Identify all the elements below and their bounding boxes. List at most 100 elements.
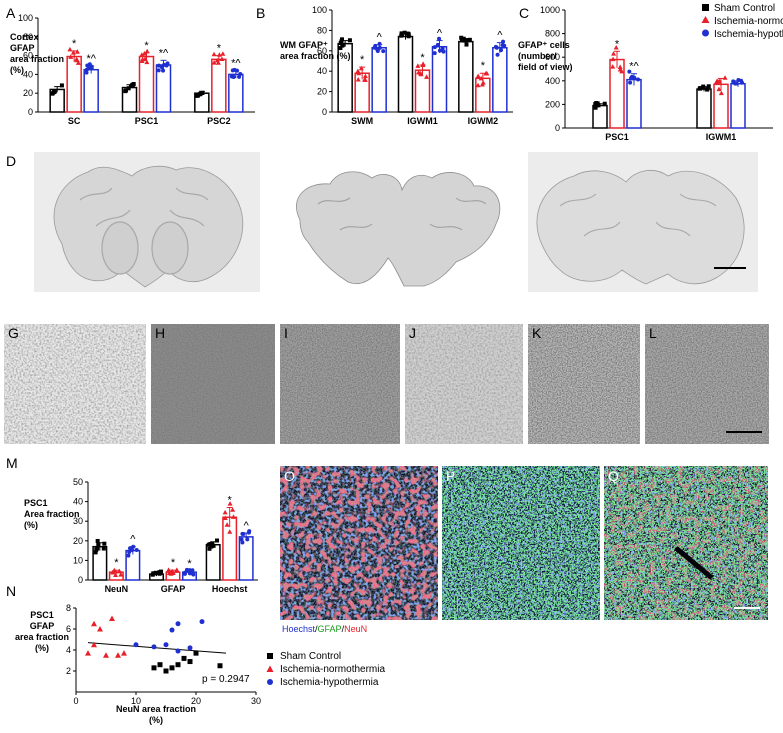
data-point [126,86,131,91]
scatter-point [217,663,223,669]
data-point [432,51,437,56]
data-point [459,38,464,43]
y-axis-label-line: (%) [35,643,49,653]
significance-mark: * [228,494,233,506]
data-point [215,60,221,65]
data-point [169,568,175,574]
scatter-legend-marker [267,653,273,659]
x-tick-label: PSC1 [135,116,159,126]
data-point [130,82,135,87]
y-axis-label-line: area fraction [15,632,69,642]
data-point [478,75,484,81]
data-point [627,69,632,74]
data-point [210,542,215,547]
data-point [182,571,187,576]
data-point [716,86,722,92]
micrograph-h: H [151,324,275,444]
data-point [207,546,212,551]
scatter-point [121,650,127,656]
scatter-point [175,662,181,668]
scatter-point [151,665,157,671]
data-point [89,64,94,69]
data-point [500,43,505,48]
micrograph-j: J [405,324,523,444]
legend-label-sham: Sham Control [714,3,775,14]
data-point [475,82,481,88]
scatter-point [199,619,205,625]
data-point [617,64,623,70]
legend-marker-sham [702,4,709,11]
data-point [437,36,442,41]
data-point [499,48,504,53]
stain-neun: NeuN [344,624,367,634]
scatter-legend-label: Ischemia-hypothermia [280,677,379,688]
legend-marker-hypo [702,29,709,37]
data-point [200,90,205,95]
data-point [230,68,235,73]
y-axis-label-line: GFAP [30,621,55,631]
data-point [94,547,99,552]
data-point [124,88,129,93]
scatter-point [169,665,175,671]
micrograph-row: G H I J K L [4,324,769,444]
significance-mark: *^ [231,58,241,70]
y-tick-label: 20 [73,536,83,546]
y-tick-label: 4 [66,645,71,655]
chart-b: WM GFAP⁺area fraction (%) 0 20 40 60 80 100 SWM… [280,5,513,126]
data-point [166,567,172,572]
y-tick-label: 200 [545,99,560,109]
data-point [594,100,599,105]
y-axis-label-line: PSC1 [24,498,48,508]
scatter-point [163,668,169,674]
scatter-point [187,659,193,665]
data-point [435,42,440,47]
data-point [174,567,180,572]
y-tick-label: 600 [545,52,560,62]
x-tick-label: GFAP [161,584,186,594]
data-point [480,80,486,85]
panel-label-g: G [8,325,19,341]
y-axis-label-line: area fraction [10,54,64,64]
significance-mark: * [114,557,119,569]
data-point [118,572,124,577]
significance-mark: *^ [159,47,169,59]
data-point [70,50,76,55]
data-point [139,52,145,57]
data-point [596,103,601,108]
data-point [111,567,117,573]
y-axis-label-line: (%) [10,65,24,75]
significance-mark: ^ [497,30,503,42]
data-point [130,547,135,552]
data-point [459,35,464,40]
data-point [95,538,100,543]
data-point [406,34,411,39]
data-point [494,45,499,50]
data-point [227,501,233,506]
significance-mark: * [420,52,425,64]
data-point [131,544,136,549]
y-tick-label: 30 [73,516,83,526]
bar [492,46,508,113]
x-tick-label: 0 [73,696,78,706]
chart-c: GFAP⁺ cells(number/field of view) 0 200 400… [518,5,773,142]
data-point [127,550,132,555]
data-point [736,78,741,83]
data-point [50,91,55,96]
scatter-point [115,652,121,658]
data-point [220,51,226,56]
data-point [75,60,81,65]
x-tick-label: Hoechst [212,584,248,594]
significance-mark: * [187,558,192,570]
y-tick-label: 80 [23,32,33,42]
data-point [437,48,442,53]
legend-label-hypo: Ischemia-hypothermia [714,29,783,40]
y-tick-label: 0 [322,107,327,117]
y-tick-label: 40 [317,66,327,76]
significance-mark: * [360,54,365,66]
data-point [230,514,236,519]
x-axis-label-line: NeuN area fraction [116,704,196,714]
data-point [187,568,192,573]
data-point [126,553,131,558]
data-point [399,31,404,36]
